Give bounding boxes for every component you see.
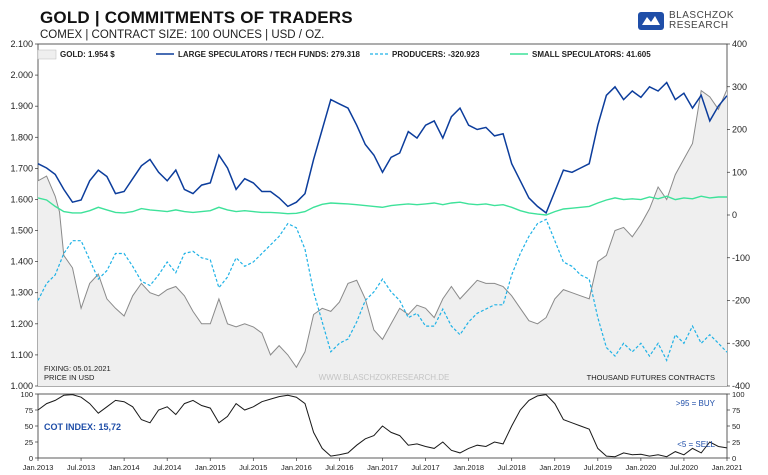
fixing-note: FIXING: 05.01.2021 (44, 364, 111, 373)
x-axis-tick-label: Jul.2017 (411, 463, 439, 472)
x-axis-tick-label: Jul.2020 (670, 463, 698, 472)
right-axis-tick-label: -400 (732, 381, 750, 391)
right-axis-tick-label: -100 (732, 253, 750, 263)
cot-index-layer: Jan.2013 Jul.2013 Jan.2014 Jul.2014 Jan.2015… (20, 390, 744, 472)
right-axis-tick-label: -200 (732, 296, 750, 306)
x-axis-tick-label: Jul.2018 (498, 463, 526, 472)
left-axis-tick-label: 1.600 (10, 194, 33, 204)
left-axis-tick-label: 1.200 (10, 319, 33, 329)
x-axis-tick-label: Jul.2014 (153, 463, 181, 472)
logo-text-line1: BLASCHZOK (669, 10, 735, 21)
gold-line (37, 89, 728, 369)
legend-gold-label: GOLD: 1.954 $ (60, 50, 115, 59)
logo-text-line2: RESEARCH (669, 20, 729, 31)
right-axis-tick-label: 300 (732, 82, 747, 92)
gold-area (38, 89, 727, 387)
x-axis-tick-label: Jul.2016 (325, 463, 353, 472)
left-axis-tick-label: 1.300 (10, 288, 33, 298)
cot-right-tick-label: 50 (732, 422, 740, 431)
left-axis-tick-label: 1.000 (10, 381, 33, 391)
x-axis-tick-label: Jul.2019 (584, 463, 612, 472)
left-axis-tick-label: 1.100 (10, 350, 33, 360)
x-axis-tick-label: Jan.2016 (281, 463, 312, 472)
main-chart-layer: 1.000 1.100 1.200 1.300 1.400 1.500 1.600 1.700… (10, 39, 750, 391)
cot-index-title: COT INDEX: 15,72 (44, 422, 121, 432)
x-axis-tick-label: Jan.2014 (109, 463, 140, 472)
left-axis-tick-label: 1.900 (10, 101, 33, 111)
legend-layer: GOLD: 1.954 $ LARGE SPECULATORS / TECH FU… (37, 49, 651, 60)
x-axis-tick-label: Jul.2015 (239, 463, 267, 472)
cot-left-tick-label: 75 (25, 406, 33, 415)
brand-logo: BLASCHZOK RESEARCH (637, 10, 734, 32)
sell-threshold-label: <5 = SELL (677, 440, 715, 449)
large-speculators-line (37, 81, 728, 215)
cot-left-tick-label: 50 (25, 422, 33, 431)
cot-index-line (37, 394, 728, 458)
x-axis-tick-label: Jan.2017 (367, 463, 398, 472)
right-axis-tick-label: 100 (732, 167, 747, 177)
cot-right-tick-label: 100 (732, 390, 745, 399)
small-speculators-line (37, 195, 727, 216)
producers-line (37, 218, 728, 362)
cot-right-tick-label: 75 (732, 406, 740, 415)
page-subtitle: COMEX | CONTRACT SIZE: 100 OUNCES | USD … (40, 29, 325, 41)
watermark: WWW.BLASCHZOKRESEARCH.DE (319, 373, 450, 382)
unit-note: THOUSAND FUTURES CONTRACTS (587, 373, 715, 382)
legend-small-speculators-label: SMALL SPECULATORS: 41.605 (532, 50, 651, 59)
x-axis-tick-label: Jan.2021 (712, 463, 743, 472)
x-axis-tick-label: Jan.2015 (195, 463, 226, 472)
logo-text: BLASCHZOK RESEARCH (669, 11, 734, 31)
buy-threshold-label: >95 = BUY (676, 399, 716, 408)
page-title: GOLD | COMMITMENTS OF TRADERS (40, 8, 353, 27)
legend-large-speculators-label: LARGE SPECULATORS / TECH FUNDS: 279.318 (178, 50, 361, 59)
x-axis-tick-label: Jul.2013 (67, 463, 95, 472)
cot-right-tick-label: 0 (732, 454, 736, 463)
logo-mark-icon (638, 12, 664, 30)
left-axis-tick-label: 1.500 (10, 226, 33, 236)
left-axis-tick-label: 2.100 (10, 39, 33, 49)
x-axis-tick-label: Jan.2013 (23, 463, 54, 472)
right-axis-tick-label: -300 (732, 338, 750, 348)
x-axis-tick-label: Jan.2019 (539, 463, 570, 472)
legend-gold-swatch (37, 49, 57, 60)
left-axis-tick-label: 1.800 (10, 132, 33, 142)
right-axis-tick-label: 200 (732, 125, 747, 135)
x-axis-tick-label: Jan.2020 (625, 463, 656, 472)
cot-right-tick-label: 25 (732, 438, 740, 447)
left-axis-tick-label: 2.000 (10, 70, 33, 80)
cot-left-tick-label: 100 (20, 390, 33, 399)
x-axis-tick-label: Jan.2018 (453, 463, 484, 472)
right-axis-tick-label: 0 (732, 210, 737, 220)
price-note: PRICE IN USD (44, 373, 95, 382)
left-axis-tick-label: 1.400 (10, 257, 33, 267)
left-axis-tick-label: 1.700 (10, 163, 33, 173)
right-axis-tick-label: 400 (732, 39, 747, 49)
legend-producers-label: PRODUCERS: -320.923 (392, 50, 480, 59)
cot-left-tick-label: 25 (25, 438, 33, 447)
cot-left-tick-label: 0 (29, 454, 33, 463)
